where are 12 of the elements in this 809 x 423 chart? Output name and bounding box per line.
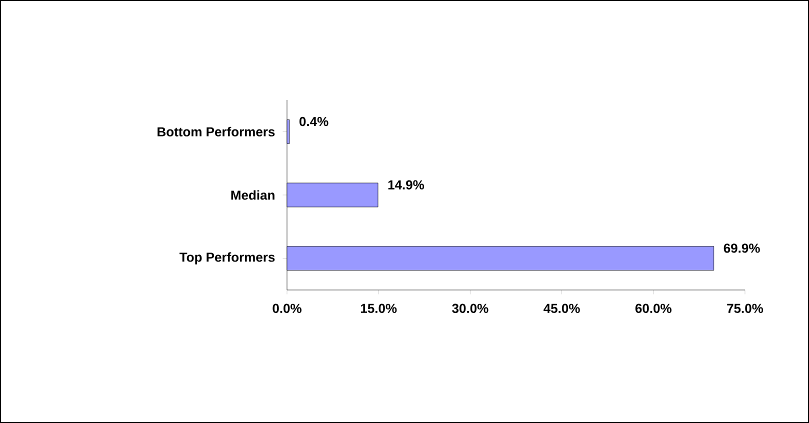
- data-label: 69.9%: [724, 244, 760, 253]
- x-tick-label: 60.0%: [635, 304, 672, 313]
- x-tick-label: 75.0%: [727, 304, 764, 313]
- data-label: 0.4%: [300, 116, 328, 126]
- y-tick-label: Bottom Performers: [158, 126, 275, 136]
- y-tick-label: Top Performers: [180, 252, 275, 264]
- data-label: 14.9%: [388, 180, 424, 190]
- y-tick-label: Median: [231, 190, 274, 200]
- x-tick-label: 0.0%: [272, 304, 302, 313]
- x-tick-label: 45.0%: [544, 304, 580, 313]
- x-tick-label: 30.0%: [452, 304, 488, 314]
- x-tick-label: 15.0%: [360, 304, 397, 313]
